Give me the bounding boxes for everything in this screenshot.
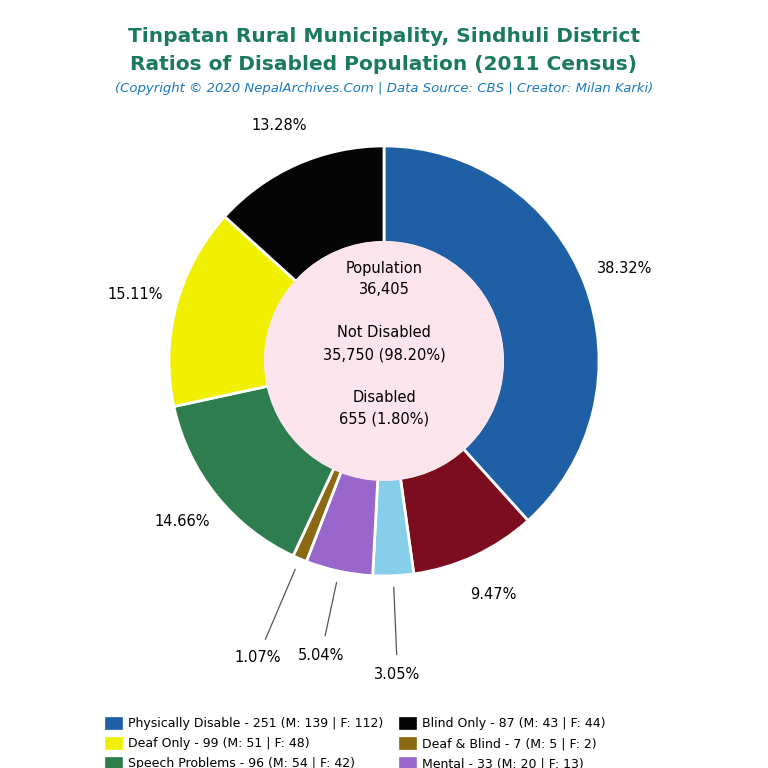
Text: 5.04%: 5.04% [298,648,344,663]
Wedge shape [169,217,296,406]
Text: Ratios of Disabled Population (2011 Census): Ratios of Disabled Population (2011 Cens… [131,55,637,74]
Legend: Physically Disable - 251 (M: 139 | F: 112), Deaf Only - 99 (M: 51 | F: 48), Spee: Physically Disable - 251 (M: 139 | F: 11… [100,712,668,768]
Text: Population
36,405

Not Disabled
35,750 (98.20%)

Disabled
655 (1.80%): Population 36,405 Not Disabled 35,750 (9… [323,260,445,427]
Text: 1.07%: 1.07% [234,650,281,665]
Text: 15.11%: 15.11% [107,286,163,302]
Wedge shape [384,146,599,521]
Text: 3.05%: 3.05% [375,667,421,682]
Wedge shape [225,146,384,282]
Wedge shape [400,449,528,574]
Circle shape [265,242,503,480]
Text: Tinpatan Rural Municipality, Sindhuli District: Tinpatan Rural Municipality, Sindhuli Di… [128,27,640,46]
Text: (Copyright © 2020 NepalArchives.Com | Data Source: CBS | Creator: Milan Karki): (Copyright © 2020 NepalArchives.Com | Da… [115,82,653,95]
Text: 9.47%: 9.47% [470,588,516,602]
Text: 38.32%: 38.32% [598,261,653,276]
Text: 14.66%: 14.66% [154,515,210,529]
Wedge shape [306,472,378,576]
Text: 13.28%: 13.28% [252,118,307,133]
Wedge shape [174,386,334,556]
Wedge shape [293,468,341,561]
Wedge shape [372,478,414,576]
